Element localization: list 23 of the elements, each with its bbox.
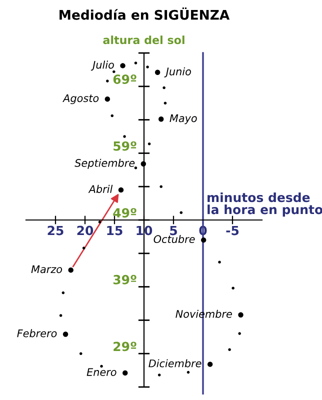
x-tick-label: 20 [77,226,94,236]
annotation: Mayo [170,114,197,124]
chart-title: Mediodía en SIGÜENZA [60,7,230,20]
annotation: Diciembre [148,359,202,368]
annotation: Agosto [62,94,99,104]
y-tick-label: 69º [113,74,136,84]
x-tick-label: 25 [48,226,64,236]
annotation: Febrero [17,329,57,338]
annotation: Marzo [31,265,62,274]
annotation: Abril [88,184,113,193]
annotation: Julio [90,60,114,71]
x-tick-label: 15 [107,226,122,236]
y-tick-label: 49º [113,208,136,218]
y-tick-label: 39º [113,274,136,284]
y-tick-label: 59º [114,141,136,151]
y-tick-label: 29º [114,342,136,352]
annotation: Enero [86,368,116,376]
annotation: Octubre [154,235,195,244]
x-tick-label: 5 [170,226,177,236]
annotation: Junio [164,67,191,78]
annotation: Septiembre [74,158,135,169]
y-axis-title: altura del sol [103,36,184,44]
x-tick-label: -5 [226,226,239,236]
